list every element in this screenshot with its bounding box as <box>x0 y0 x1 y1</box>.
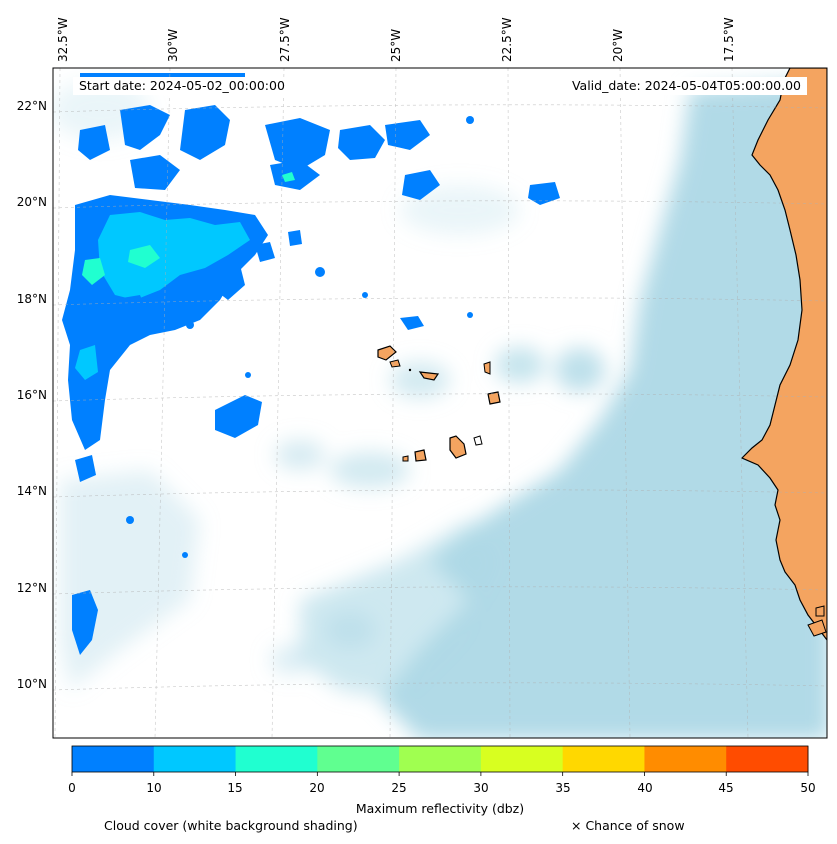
colorbar-segment <box>726 746 809 772</box>
colorbar-segment <box>480 746 564 772</box>
colorbar-tick: 30 <box>473 781 489 795</box>
colorbar-tick: 15 <box>227 781 243 795</box>
colorbar-tick: 40 <box>637 781 653 795</box>
land-masses <box>377 68 827 641</box>
latitude-labels: 22°N 20°N 18°N 16°N 14°N 12°N 10°N <box>17 99 47 691</box>
colorbar-border <box>71 745 809 773</box>
reflectivity-contours <box>62 73 560 655</box>
colorbar-tick: 10 <box>146 781 162 795</box>
colorbar-tick: 50 <box>800 781 816 795</box>
map-frame <box>52 67 828 739</box>
colorbar-segment <box>235 746 318 772</box>
lon-label: 20°W <box>611 29 625 62</box>
lat-label: 20°N <box>17 195 47 209</box>
island-santo-antao <box>377 345 397 361</box>
valid-date-label: Valid_date: 2024-05-04T05:00:00.00 <box>565 77 807 95</box>
start-date-label: Start date: 2024-05-02_00:00:00 <box>73 77 291 95</box>
colorbar-tick: 0 <box>68 781 76 795</box>
colorbar-tick: 45 <box>718 781 734 795</box>
colorbar-tick: 25 <box>391 781 407 795</box>
lat-label: 10°N <box>17 677 47 691</box>
lon-label: 22.5°W <box>500 17 514 62</box>
colorbar-segment <box>153 746 237 772</box>
island-sao-nicolau <box>418 371 440 381</box>
island-santiago <box>449 435 467 459</box>
snow-chance-caption: × Chance of snow <box>571 818 685 833</box>
colorbar-segment <box>562 746 645 772</box>
lon-label: 30°W <box>166 29 180 62</box>
colorbar-label: Maximum reflectivity (dbz) <box>355 801 525 816</box>
lat-label: 22°N <box>17 99 47 113</box>
lat-label: 16°N <box>17 388 47 402</box>
lon-label: 17.5°W <box>722 17 736 62</box>
cloud-cover-caption: Cloud cover (white background shading) <box>104 818 358 833</box>
lon-label: 25°W <box>389 29 403 62</box>
colorbar <box>71 745 809 776</box>
longitude-labels: 32.5°W 30°W 27.5°W 25°W 22.5°W 20°W 17.5… <box>56 17 736 62</box>
lon-label: 27.5°W <box>278 17 292 62</box>
colorbar-tick: 20 <box>309 781 325 795</box>
colorbar-segment <box>317 746 400 772</box>
map-area <box>53 68 827 738</box>
lat-label: 18°N <box>17 292 47 306</box>
colorbar-segment <box>644 746 727 772</box>
lat-label: 14°N <box>17 484 47 498</box>
lon-label: 32.5°W <box>56 17 70 62</box>
cloud-cover-shading <box>53 80 827 738</box>
lat-label: 12°N <box>17 581 47 595</box>
colorbar-segment <box>399 746 482 772</box>
colorbar-segment <box>72 746 155 772</box>
gridlines <box>53 68 827 738</box>
colorbar-tick: 35 <box>555 781 571 795</box>
africa-coastline <box>740 68 827 641</box>
